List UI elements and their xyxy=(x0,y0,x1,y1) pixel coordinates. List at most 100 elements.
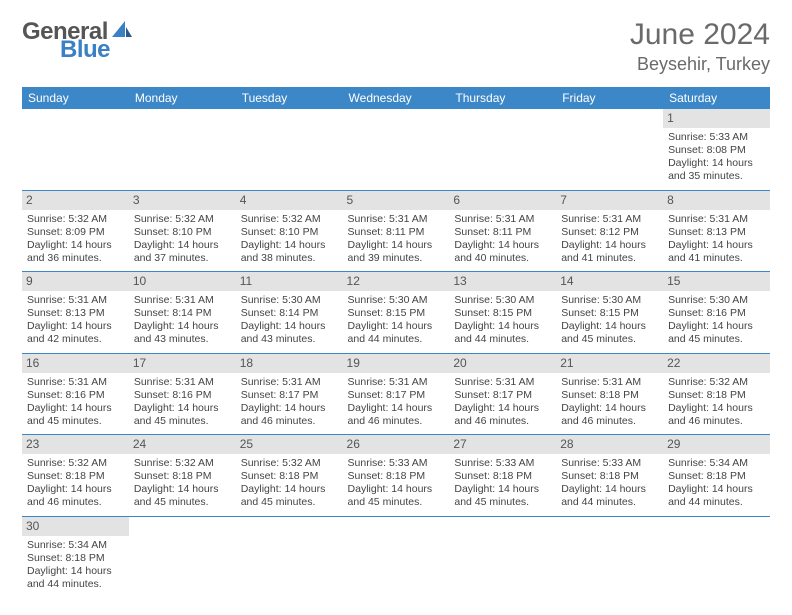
day-cell: 24 Sunrise: 5:32 AMSunset: 8:18 PMDayligh… xyxy=(129,435,236,517)
day-cell: 25 Sunrise: 5:32 AMSunset: 8:18 PMDayligh… xyxy=(236,435,343,517)
day-details: Sunrise: 5:33 AMSunset: 8:08 PMDaylight:… xyxy=(668,131,765,184)
day-number: 13 xyxy=(449,272,556,291)
day-details: Sunrise: 5:32 AMSunset: 8:18 PMDaylight:… xyxy=(668,376,765,429)
day-cell: 22 Sunrise: 5:32 AMSunset: 8:18 PMDayligh… xyxy=(663,353,770,435)
day-number: 26 xyxy=(343,435,450,454)
day-number: 1 xyxy=(663,109,770,128)
empty-cell xyxy=(236,109,343,190)
day-details: Sunrise: 5:32 AMSunset: 8:18 PMDaylight:… xyxy=(241,457,338,510)
day-details: Sunrise: 5:30 AMSunset: 8:15 PMDaylight:… xyxy=(454,294,551,347)
day-header: Monday xyxy=(129,87,236,109)
day-number: 12 xyxy=(343,272,450,291)
empty-cell xyxy=(343,516,450,597)
day-details: Sunrise: 5:31 AMSunset: 8:17 PMDaylight:… xyxy=(241,376,338,429)
day-details: Sunrise: 5:32 AMSunset: 8:18 PMDaylight:… xyxy=(27,457,124,510)
day-number: 5 xyxy=(343,191,450,210)
day-cell: 12 Sunrise: 5:30 AMSunset: 8:15 PMDayligh… xyxy=(343,272,450,354)
sail-icon xyxy=(112,21,132,44)
day-number: 29 xyxy=(663,435,770,454)
empty-cell xyxy=(236,516,343,597)
day-cell: 7 Sunrise: 5:31 AMSunset: 8:12 PMDaylight… xyxy=(556,190,663,272)
day-details: Sunrise: 5:32 AMSunset: 8:18 PMDaylight:… xyxy=(134,457,231,510)
day-cell: 28Sunrise: 5:33 AMSunset: 8:18 PMDayligh… xyxy=(556,435,663,517)
title-block: June 2024 Beysehir, Turkey xyxy=(630,18,770,75)
calendar-week: 9Sunrise: 5:31 AMSunset: 8:13 PMDaylight… xyxy=(22,272,770,354)
calendar-page: General June 2024 Beysehir, Turkey Blue … xyxy=(0,0,792,615)
calendar-week: 23 Sunrise: 5:32 AMSunset: 8:18 PMDayligh… xyxy=(22,435,770,517)
day-number: 21 xyxy=(556,354,663,373)
calendar-week: 16Sunrise: 5:31 AMSunset: 8:16 PMDayligh… xyxy=(22,353,770,435)
day-details: Sunrise: 5:31 AMSunset: 8:18 PMDaylight:… xyxy=(561,376,658,429)
day-cell: 8Sunrise: 5:31 AMSunset: 8:13 PMDaylight… xyxy=(663,190,770,272)
logo-text-blue: Blue xyxy=(60,36,110,64)
location-label: Beysehir, Turkey xyxy=(630,54,770,75)
day-details: Sunrise: 5:30 AMSunset: 8:15 PMDaylight:… xyxy=(348,294,445,347)
day-details: Sunrise: 5:31 AMSunset: 8:13 PMDaylight:… xyxy=(27,294,124,347)
empty-cell xyxy=(556,109,663,190)
calendar-week: 1 Sunrise: 5:33 AMSunset: 8:08 PMDaylight… xyxy=(22,109,770,190)
empty-cell xyxy=(22,109,129,190)
day-details: Sunrise: 5:32 AMSunset: 8:10 PMDaylight:… xyxy=(241,213,338,266)
day-number: 11 xyxy=(236,272,343,291)
empty-cell xyxy=(449,516,556,597)
day-header: Saturday xyxy=(663,87,770,109)
day-number: 15 xyxy=(663,272,770,291)
day-cell: 4 Sunrise: 5:32 AMSunset: 8:10 PMDaylight… xyxy=(236,190,343,272)
day-number: 2 xyxy=(22,191,129,210)
day-details: Sunrise: 5:30 AMSunset: 8:14 PMDaylight:… xyxy=(241,294,338,347)
day-details: Sunrise: 5:34 AMSunset: 8:18 PMDaylight:… xyxy=(27,539,124,592)
day-cell: 9Sunrise: 5:31 AMSunset: 8:13 PMDaylight… xyxy=(22,272,129,354)
day-number: 6 xyxy=(449,191,556,210)
day-number: 8 xyxy=(663,191,770,210)
day-details: Sunrise: 5:32 AMSunset: 8:10 PMDaylight:… xyxy=(134,213,231,266)
day-cell: 26 Sunrise: 5:33 AMSunset: 8:18 PMDayligh… xyxy=(343,435,450,517)
day-number: 17 xyxy=(129,354,236,373)
day-cell: 27Sunrise: 5:33 AMSunset: 8:18 PMDayligh… xyxy=(449,435,556,517)
day-number: 7 xyxy=(556,191,663,210)
empty-cell xyxy=(663,516,770,597)
day-cell: 15 Sunrise: 5:30 AMSunset: 8:16 PMDayligh… xyxy=(663,272,770,354)
day-details: Sunrise: 5:31 AMSunset: 8:14 PMDaylight:… xyxy=(134,294,231,347)
day-number: 24 xyxy=(129,435,236,454)
day-number: 10 xyxy=(129,272,236,291)
empty-cell xyxy=(449,109,556,190)
day-cell: 11 Sunrise: 5:30 AMSunset: 8:14 PMDayligh… xyxy=(236,272,343,354)
day-number: 23 xyxy=(22,435,129,454)
day-details: Sunrise: 5:31 AMSunset: 8:11 PMDaylight:… xyxy=(454,213,551,266)
day-details: Sunrise: 5:30 AMSunset: 8:15 PMDaylight:… xyxy=(561,294,658,347)
empty-cell xyxy=(343,109,450,190)
day-header: Wednesday xyxy=(343,87,450,109)
day-number: 3 xyxy=(129,191,236,210)
day-cell: 20Sunrise: 5:31 AMSunset: 8:17 PMDayligh… xyxy=(449,353,556,435)
day-cell: 14Sunrise: 5:30 AMSunset: 8:15 PMDayligh… xyxy=(556,272,663,354)
day-number: 25 xyxy=(236,435,343,454)
empty-cell xyxy=(129,516,236,597)
day-details: Sunrise: 5:31 AMSunset: 8:16 PMDaylight:… xyxy=(134,376,231,429)
day-number: 22 xyxy=(663,354,770,373)
day-cell: 10 Sunrise: 5:31 AMSunset: 8:14 PMDayligh… xyxy=(129,272,236,354)
day-header: Sunday xyxy=(22,87,129,109)
calendar-body: 1 Sunrise: 5:33 AMSunset: 8:08 PMDaylight… xyxy=(22,109,770,597)
empty-cell xyxy=(556,516,663,597)
day-cell: 21 Sunrise: 5:31 AMSunset: 8:18 PMDayligh… xyxy=(556,353,663,435)
empty-cell xyxy=(129,109,236,190)
day-details: Sunrise: 5:34 AMSunset: 8:18 PMDaylight:… xyxy=(668,457,765,510)
day-details: Sunrise: 5:32 AMSunset: 8:09 PMDaylight:… xyxy=(27,213,124,266)
day-cell: 17 Sunrise: 5:31 AMSunset: 8:16 PMDayligh… xyxy=(129,353,236,435)
day-header: Thursday xyxy=(449,87,556,109)
day-header: Friday xyxy=(556,87,663,109)
day-cell: 16Sunrise: 5:31 AMSunset: 8:16 PMDayligh… xyxy=(22,353,129,435)
day-details: Sunrise: 5:33 AMSunset: 8:18 PMDaylight:… xyxy=(561,457,658,510)
day-details: Sunrise: 5:31 AMSunset: 8:12 PMDaylight:… xyxy=(561,213,658,266)
calendar-table: Sunday Monday Tuesday Wednesday Thursday… xyxy=(22,87,770,597)
day-number: 4 xyxy=(236,191,343,210)
day-cell: 19Sunrise: 5:31 AMSunset: 8:17 PMDayligh… xyxy=(343,353,450,435)
day-cell: 2 Sunrise: 5:32 AMSunset: 8:09 PMDaylight… xyxy=(22,190,129,272)
day-details: Sunrise: 5:31 AMSunset: 8:16 PMDaylight:… xyxy=(27,376,124,429)
day-number: 20 xyxy=(449,354,556,373)
logo-blue-wrap: Blue xyxy=(60,36,110,64)
day-header-row: Sunday Monday Tuesday Wednesday Thursday… xyxy=(22,87,770,109)
day-cell: 3 Sunrise: 5:32 AMSunset: 8:10 PMDaylight… xyxy=(129,190,236,272)
day-details: Sunrise: 5:30 AMSunset: 8:16 PMDaylight:… xyxy=(668,294,765,347)
day-details: Sunrise: 5:33 AMSunset: 8:18 PMDaylight:… xyxy=(348,457,445,510)
